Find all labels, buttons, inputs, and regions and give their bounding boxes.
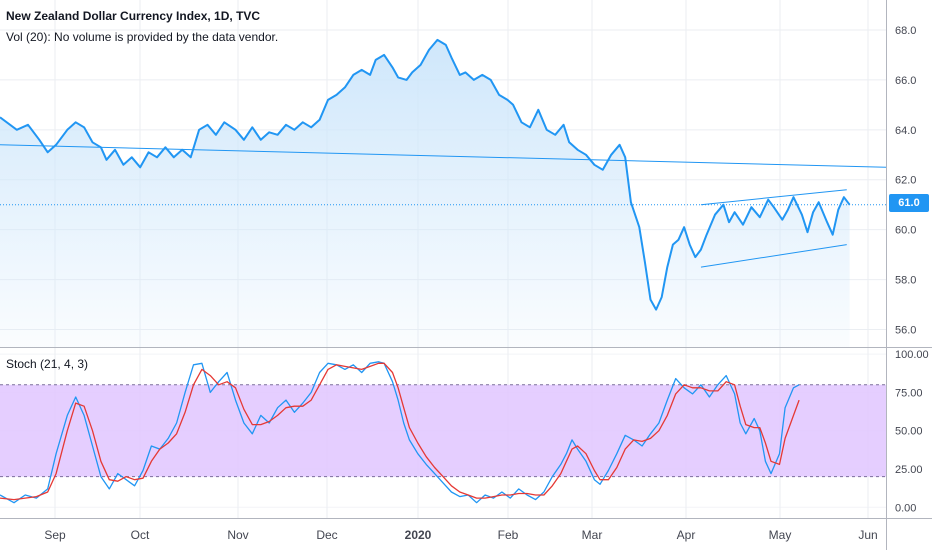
price-fill — [0, 39, 850, 348]
y-tick-label: 64.0 — [895, 125, 916, 137]
chart-title: New Zealand Dollar Currency Index, 1D, T… — [6, 9, 261, 23]
y-tick-label: 66.0 — [895, 75, 916, 87]
stoch-tick-label: 0.00 — [895, 502, 916, 514]
stoch-tick-label: 50.00 — [895, 426, 923, 438]
x-tick-label: Apr — [677, 528, 696, 542]
y-tick-label: 56.0 — [895, 325, 916, 337]
y-tick-label: 60.0 — [895, 225, 916, 237]
volume-note: Vol (20): No volume is provided by the d… — [6, 30, 279, 44]
stoch-legend: Stoch (21, 4, 3) — [6, 357, 89, 371]
x-tick-label: Feb — [498, 528, 519, 542]
current-price-badge: 61.0 — [889, 194, 929, 212]
y-tick-label: 62.0 — [895, 175, 916, 187]
x-tick-label: Sep — [44, 528, 66, 542]
x-tick-label: Dec — [316, 528, 337, 542]
stoch-tick-label: 25.00 — [895, 464, 923, 476]
x-tick-label: 2020 — [405, 528, 432, 542]
x-tick-label: Nov — [227, 528, 248, 542]
x-tick-label: Mar — [582, 528, 603, 542]
price-line — [0, 38, 851, 311]
price-panel[interactable] — [0, 38, 887, 348]
x-tick-label: May — [769, 528, 792, 542]
trendline — [700, 189, 847, 206]
x-tick-label: Jun — [858, 528, 877, 542]
stoch-tick-label: 75.00 — [895, 387, 923, 399]
trendline — [0, 144, 887, 168]
stoch-band — [0, 384, 886, 477]
stochastic-panel[interactable] — [0, 361, 886, 504]
stoch-tick-label: 100.00 — [895, 349, 929, 361]
y-tick-label: 58.0 — [895, 275, 916, 287]
y-tick-label: 68.0 — [895, 25, 916, 37]
trendline — [700, 244, 847, 268]
x-tick-label: Oct — [131, 528, 150, 542]
stoch-k-line — [0, 361, 800, 504]
stoch-d-line — [0, 362, 800, 501]
